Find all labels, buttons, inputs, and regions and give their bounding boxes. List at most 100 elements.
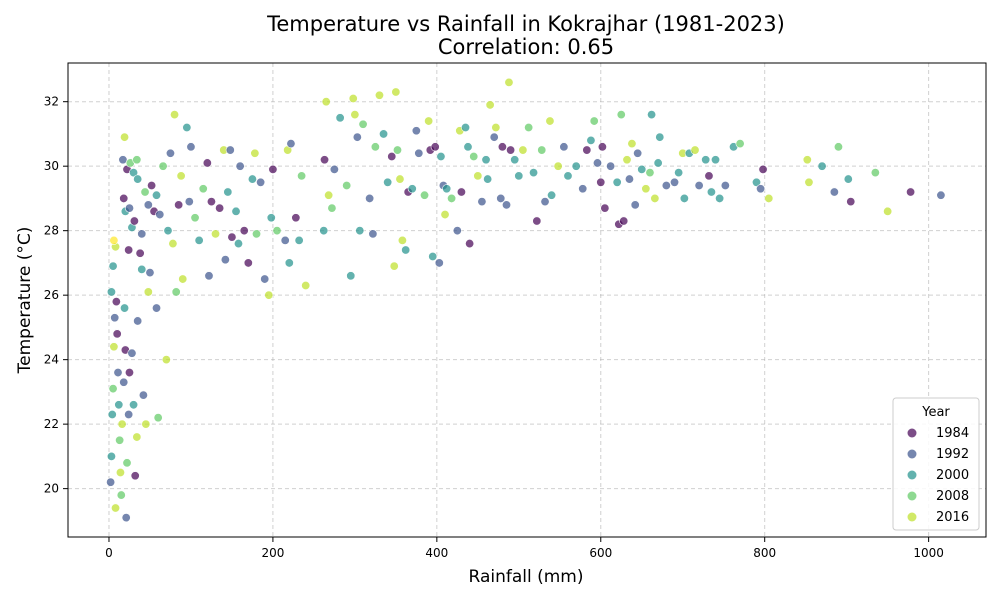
- y-tick-label: 24: [44, 353, 59, 367]
- data-point: [247, 174, 257, 184]
- data-point: [477, 197, 487, 207]
- data-point: [563, 171, 573, 181]
- data-point: [392, 145, 402, 155]
- data-point: [272, 226, 282, 236]
- legend-label: 2016: [936, 510, 969, 525]
- data-point: [115, 468, 125, 478]
- data-point: [592, 158, 602, 168]
- y-tick-label: 22: [44, 417, 59, 431]
- data-point: [758, 164, 768, 174]
- data-point: [163, 226, 173, 236]
- data-point: [624, 174, 634, 184]
- data-point: [153, 413, 163, 423]
- data-point: [171, 287, 181, 297]
- data-point: [186, 142, 196, 152]
- data-point: [165, 148, 175, 158]
- data-point: [137, 229, 147, 239]
- data-point: [119, 193, 129, 203]
- data-point: [751, 177, 761, 187]
- data-point: [176, 171, 186, 181]
- data-point: [143, 287, 153, 297]
- data-point: [414, 148, 424, 158]
- data-point: [630, 200, 640, 210]
- data-point: [127, 348, 137, 358]
- data-point: [320, 155, 330, 165]
- data-point: [627, 139, 637, 149]
- data-point: [456, 187, 466, 197]
- data-point: [124, 368, 134, 378]
- data-point: [204, 271, 214, 281]
- data-point: [268, 164, 278, 174]
- data-point: [483, 174, 493, 184]
- data-point: [720, 181, 730, 191]
- chart-title: Temperature vs Rainfall in Kokrajhar (19…: [266, 12, 785, 36]
- data-point: [335, 113, 345, 123]
- data-point: [243, 258, 253, 268]
- data-point: [122, 458, 132, 468]
- data-point: [145, 268, 155, 278]
- data-point: [586, 135, 596, 145]
- data-point: [711, 155, 721, 165]
- data-point: [206, 197, 216, 207]
- data-point: [485, 100, 495, 110]
- data-point: [514, 171, 524, 181]
- data-point: [143, 200, 153, 210]
- data-point: [301, 280, 311, 290]
- data-point: [547, 190, 557, 200]
- data-point: [137, 264, 147, 274]
- data-point: [545, 116, 555, 126]
- data-point: [674, 168, 684, 178]
- data-point: [168, 239, 178, 249]
- data-point: [239, 226, 249, 236]
- data-point: [368, 229, 378, 239]
- data-point: [350, 110, 360, 120]
- data-point: [215, 203, 225, 213]
- data-point: [109, 235, 119, 245]
- legend-marker: [907, 428, 917, 438]
- data-point: [225, 145, 235, 155]
- data-point: [553, 161, 563, 171]
- x-tick-label: 0: [105, 546, 113, 560]
- data-point: [329, 164, 339, 174]
- data-point: [461, 122, 471, 132]
- data-point: [116, 490, 126, 500]
- data-point: [829, 187, 839, 197]
- y-tick-label: 32: [44, 95, 59, 109]
- data-point: [600, 203, 610, 213]
- data-point: [352, 132, 362, 142]
- data-point: [661, 181, 671, 191]
- data-points: [106, 77, 946, 523]
- data-point: [348, 93, 358, 103]
- data-point: [266, 213, 276, 223]
- legend-title: Year: [921, 405, 950, 420]
- data-point: [190, 213, 200, 223]
- legend-label: 2000: [936, 468, 969, 483]
- data-point: [120, 303, 130, 313]
- data-point: [397, 235, 407, 245]
- data-point: [578, 184, 588, 194]
- data-point: [256, 177, 266, 187]
- data-point: [286, 139, 296, 149]
- data-point: [679, 193, 689, 203]
- data-point: [119, 377, 129, 387]
- data-point: [130, 471, 140, 481]
- data-point: [424, 116, 434, 126]
- data-point: [129, 400, 139, 410]
- data-point: [342, 181, 352, 191]
- data-point: [387, 152, 397, 162]
- legend-label: 1992: [936, 447, 969, 462]
- data-point: [401, 245, 411, 255]
- data-point: [936, 190, 946, 200]
- data-point: [115, 435, 125, 445]
- data-point: [524, 122, 534, 132]
- data-point: [370, 142, 380, 152]
- data-point: [106, 287, 116, 297]
- data-point: [391, 87, 401, 97]
- data-point: [133, 174, 143, 184]
- x-tick-label: 200: [261, 546, 284, 560]
- data-point: [223, 187, 233, 197]
- data-point: [389, 261, 399, 271]
- data-point: [294, 235, 304, 245]
- data-point: [582, 145, 592, 155]
- data-point: [198, 184, 208, 194]
